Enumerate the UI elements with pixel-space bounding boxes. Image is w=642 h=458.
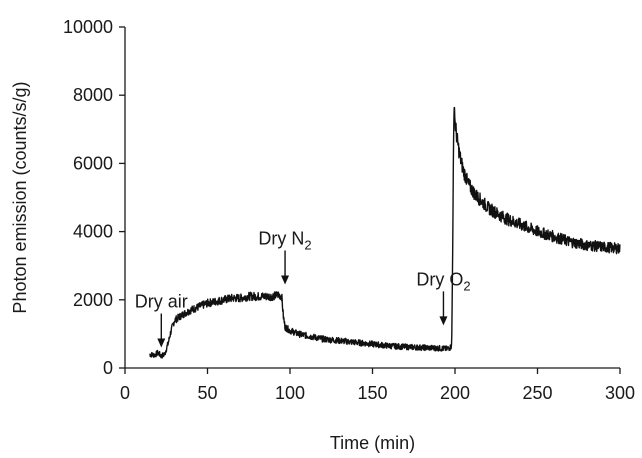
annotation-subscript: 2 xyxy=(463,278,470,293)
x-tick-label: 100 xyxy=(275,383,305,403)
annotation-arrowhead xyxy=(439,316,448,326)
y-tick-label: 2000 xyxy=(73,290,113,310)
annotation-text: Dry air xyxy=(135,292,188,312)
x-tick-label: 300 xyxy=(605,383,635,403)
y-axis: 0 2000 4000 6000 8000 10000 xyxy=(63,17,126,378)
annotation-label: Dry air xyxy=(135,292,188,312)
y-tick-label: 0 xyxy=(103,358,113,378)
x-tick-label: 150 xyxy=(357,383,387,403)
annotation-label: Dry O2 xyxy=(416,269,470,293)
annotation-label: Dry N2 xyxy=(258,228,311,252)
annotation-subscript: 2 xyxy=(304,237,311,252)
x-tick-label: 200 xyxy=(440,383,470,403)
y-tick-label: 4000 xyxy=(73,222,113,242)
plot-area xyxy=(149,106,621,359)
x-tick-label: 50 xyxy=(197,383,217,403)
y-tick-label: 8000 xyxy=(73,85,113,105)
annotation-arrowhead xyxy=(157,338,166,348)
x-axis: 0 50 100 150 200 250 300 xyxy=(120,367,635,403)
x-axis-title: Time (min) xyxy=(330,433,415,453)
x-tick-label: 250 xyxy=(522,383,552,403)
annotation-arrowhead xyxy=(281,275,290,285)
y-axis-title: Photon emission (counts/s/g) xyxy=(10,81,30,313)
annotation-text: Dry N xyxy=(258,228,304,248)
series-line xyxy=(149,106,621,359)
annotation-text: Dry O xyxy=(416,269,463,289)
y-tick-label: 6000 xyxy=(73,153,113,173)
y-tick-label: 10000 xyxy=(63,17,113,37)
x-tick-label: 0 xyxy=(120,383,130,403)
